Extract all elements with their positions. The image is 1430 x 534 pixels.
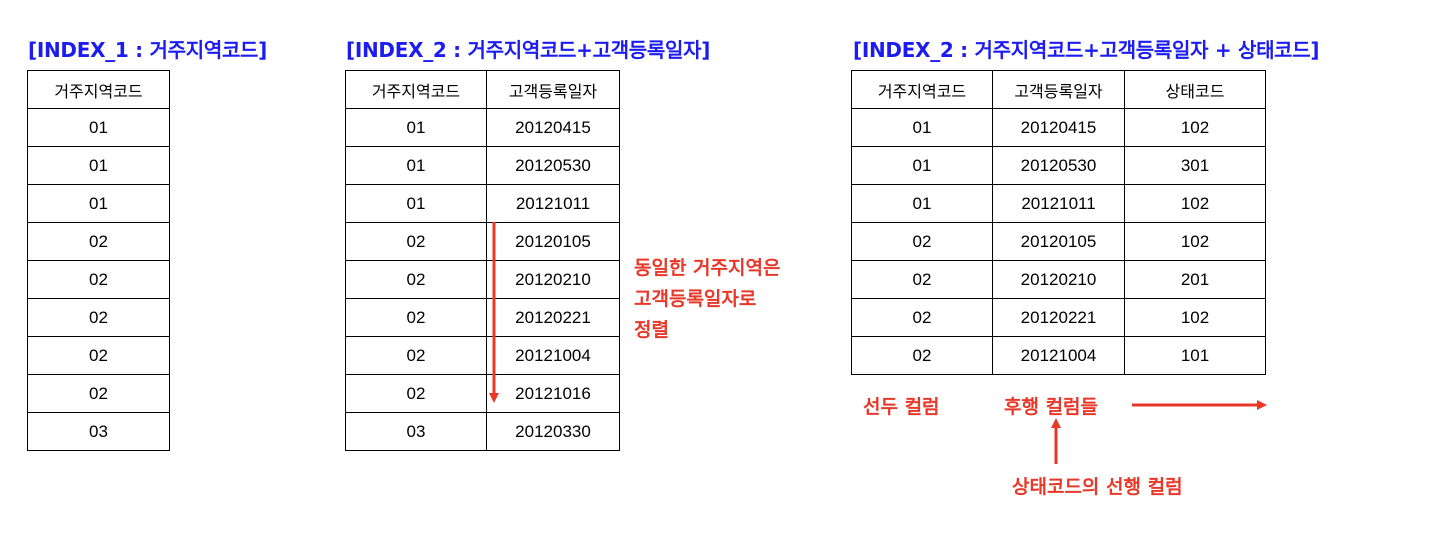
table-header-row: 거주지역코드 고객등록일자 상태코드 bbox=[851, 70, 1266, 109]
table-row: 01 bbox=[27, 184, 170, 223]
index3-table: 거주지역코드 고객등록일자 상태코드 01 20120415 102 01 20120530… bbox=[851, 70, 1266, 375]
table-cell: 102 bbox=[1124, 298, 1266, 337]
table-cell: 20120530 bbox=[486, 146, 620, 185]
index1-title: [INDEX_1 : 거주지역코드] bbox=[28, 38, 267, 62]
sort-note-line: 고객등록일자로 bbox=[634, 288, 757, 310]
table-row: 02 20120210 bbox=[345, 260, 620, 299]
sort-note-line: 정렬 bbox=[634, 319, 669, 341]
table-row: 02 bbox=[27, 374, 170, 413]
table-cell: 02 bbox=[345, 260, 487, 299]
table-row: 01 20121011 bbox=[345, 184, 620, 223]
table-row: 02 bbox=[27, 336, 170, 375]
table-cell: 20120330 bbox=[486, 412, 620, 451]
table-row: 01 20120415 102 bbox=[851, 108, 1266, 147]
table-row: 02 20120221 102 bbox=[851, 298, 1266, 337]
table-row: 03 bbox=[27, 412, 170, 451]
column-header: 거주지역코드 bbox=[27, 70, 170, 109]
table-cell: 02 bbox=[27, 260, 170, 299]
table-cell: 02 bbox=[27, 374, 170, 413]
leading-column-label: 선두 컬럼 bbox=[863, 396, 940, 418]
table-header-row: 거주지역코드 bbox=[27, 70, 170, 109]
table-row: 01 20120415 bbox=[345, 108, 620, 147]
table-cell: 20120221 bbox=[992, 298, 1125, 337]
table-cell: 20121004 bbox=[992, 336, 1125, 375]
table-row: 02 20121004 101 bbox=[851, 336, 1266, 375]
table-row: 02 20121004 bbox=[345, 336, 620, 375]
table-row: 01 20121011 102 bbox=[851, 184, 1266, 223]
table-row: 01 bbox=[27, 108, 170, 147]
table-cell: 20120530 bbox=[992, 146, 1125, 185]
table-cell: 20121016 bbox=[486, 374, 620, 413]
table-cell: 20120415 bbox=[486, 108, 620, 147]
table-cell: 01 bbox=[345, 108, 487, 147]
table-cell: 01 bbox=[345, 146, 487, 185]
table-cell: 201 bbox=[1124, 260, 1266, 299]
index2-title: [INDEX_2 : 거주지역코드+고객등록일자] bbox=[346, 38, 711, 62]
table-cell: 01 bbox=[851, 184, 993, 223]
table-row: 02 20120105 102 bbox=[851, 222, 1266, 261]
table-cell: 102 bbox=[1124, 222, 1266, 261]
column-header: 상태코드 bbox=[1124, 70, 1266, 109]
column-header: 거주지역코드 bbox=[345, 70, 487, 109]
table-cell: 01 bbox=[27, 108, 170, 147]
table-cell: 20120105 bbox=[992, 222, 1125, 261]
table-cell: 03 bbox=[27, 412, 170, 451]
table-cell: 20121004 bbox=[486, 336, 620, 375]
table-cell: 02 bbox=[27, 336, 170, 375]
sort-note: 동일한 거주지역은 고객등록일자로 정렬 bbox=[634, 253, 780, 346]
table-cell: 20120210 bbox=[486, 260, 620, 299]
index2-table: 거주지역코드 고객등록일자 01 20120415 01 20120530 01 20121… bbox=[345, 70, 620, 451]
table-header-row: 거주지역코드 고객등록일자 bbox=[345, 70, 620, 109]
table-cell: 20120105 bbox=[486, 222, 620, 261]
trailing-columns-label: 후행 컬럼들 bbox=[1004, 396, 1099, 418]
table-cell: 02 bbox=[345, 222, 487, 261]
index3-title: [INDEX_2 : 거주지역코드+고객등록일자 + 상태코드] bbox=[853, 38, 1320, 62]
table-cell: 02 bbox=[27, 222, 170, 261]
table-cell: 01 bbox=[27, 184, 170, 223]
sort-note-line: 동일한 거주지역은 bbox=[634, 257, 781, 279]
table-row: 03 20120330 bbox=[345, 412, 620, 451]
table-row: 02 bbox=[27, 260, 170, 299]
table-cell: 20120210 bbox=[992, 260, 1125, 299]
table-cell: 101 bbox=[1124, 336, 1266, 375]
table-cell: 02 bbox=[345, 374, 487, 413]
table-cell: 01 bbox=[851, 108, 993, 147]
index1-table: 거주지역코드 01 01 01 02 02 02 02 02 03 bbox=[27, 70, 170, 451]
table-cell: 01 bbox=[345, 184, 487, 223]
table-cell: 301 bbox=[1124, 146, 1266, 185]
table-row: 01 20120530 bbox=[345, 146, 620, 185]
table-row: 02 bbox=[27, 222, 170, 261]
table-row: 02 20121016 bbox=[345, 374, 620, 413]
table-cell: 02 bbox=[851, 222, 993, 261]
table-row: 02 20120105 bbox=[345, 222, 620, 261]
table-cell: 02 bbox=[851, 336, 993, 375]
status-preceding-label: 상태코드의 선행 컬럼 bbox=[1012, 476, 1183, 498]
column-header: 고객등록일자 bbox=[486, 70, 620, 109]
